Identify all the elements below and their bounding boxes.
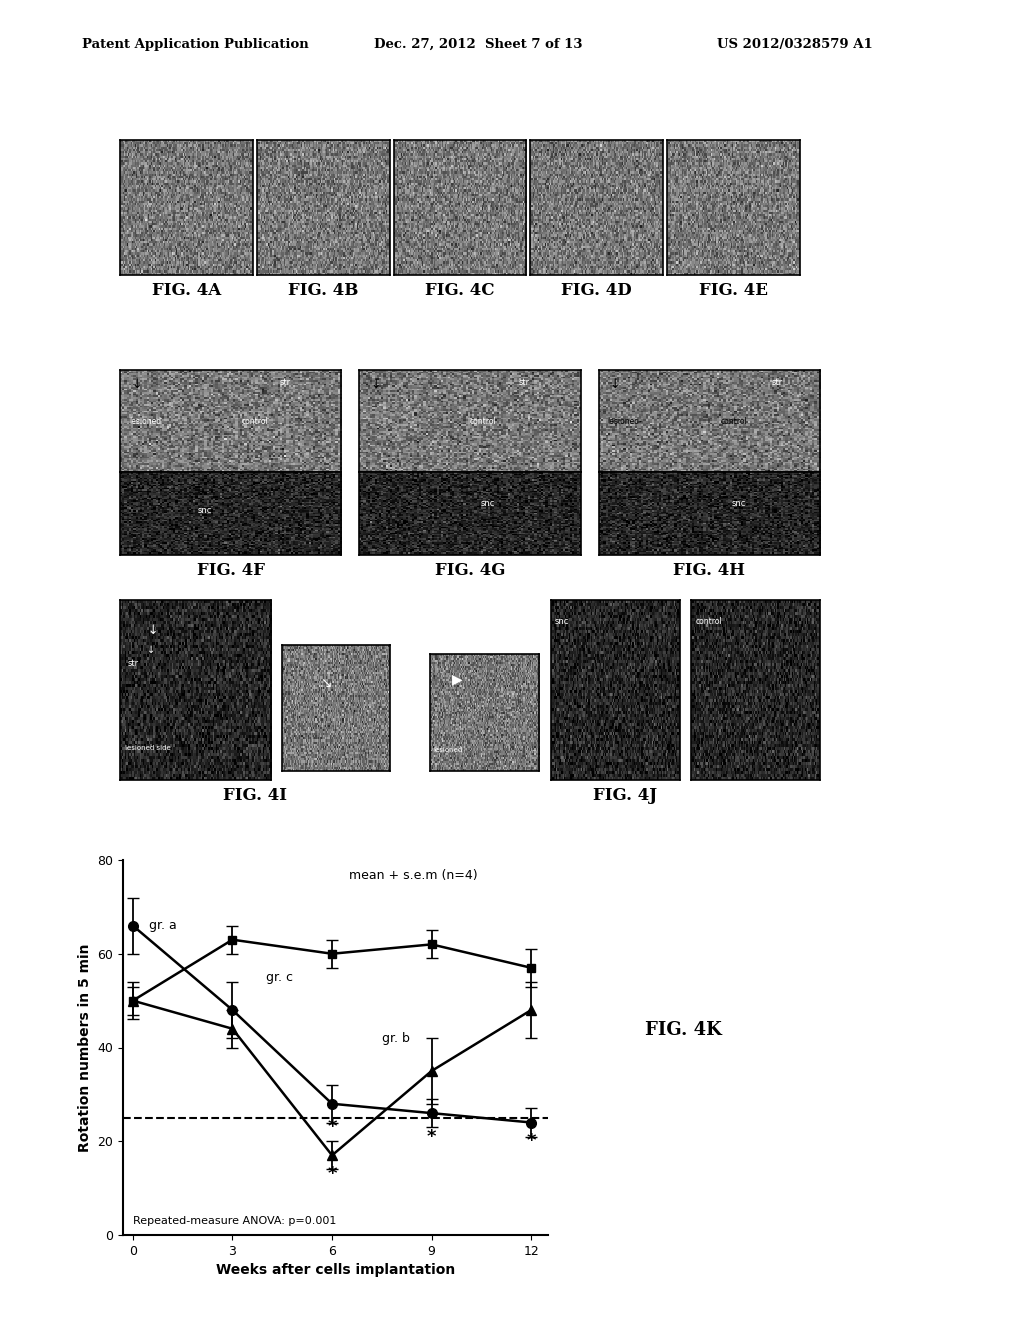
Text: ▶: ▶ <box>452 672 463 686</box>
Text: mean + s.e.m (n=4): mean + s.e.m (n=4) <box>348 870 477 882</box>
Text: control: control <box>721 417 748 426</box>
Text: FIG. 4F: FIG. 4F <box>197 561 264 578</box>
X-axis label: Weeks after cells implantation: Weeks after cells implantation <box>216 1263 455 1278</box>
Text: ↓: ↓ <box>147 645 156 655</box>
Text: control: control <box>695 616 722 626</box>
Text: FIG. 4K: FIG. 4K <box>645 1020 722 1039</box>
Text: *: * <box>526 1133 536 1150</box>
Text: gr. a: gr. a <box>150 919 177 932</box>
Text: snc: snc <box>481 499 496 508</box>
Text: FIG. 4G: FIG. 4G <box>435 561 505 578</box>
Text: FIG. 4C: FIG. 4C <box>425 281 495 298</box>
Text: str: str <box>519 379 529 388</box>
Text: control: control <box>242 417 268 426</box>
Text: lesioned: lesioned <box>433 747 463 752</box>
Text: lesioned: lesioned <box>129 417 161 426</box>
Text: str: str <box>280 379 291 388</box>
Text: US 2012/0328579 A1: US 2012/0328579 A1 <box>717 38 872 51</box>
Y-axis label: Rotation numbers in 5 min: Rotation numbers in 5 min <box>78 944 91 1152</box>
Text: FIG. 4D: FIG. 4D <box>561 281 632 298</box>
Text: snc: snc <box>198 507 212 515</box>
Text: gr. c: gr. c <box>265 970 293 983</box>
Text: Patent Application Publication: Patent Application Publication <box>82 38 308 51</box>
Text: FIG. 4I: FIG. 4I <box>223 787 287 804</box>
Text: snc: snc <box>731 499 745 508</box>
Text: *: * <box>328 1166 337 1183</box>
Text: snc: snc <box>555 616 569 626</box>
Text: FIG. 4J: FIG. 4J <box>593 787 657 804</box>
Text: FIG. 4A: FIG. 4A <box>152 281 221 298</box>
Text: gr. b: gr. b <box>382 1032 410 1044</box>
Text: str: str <box>128 659 138 668</box>
Text: lesioned-: lesioned- <box>607 417 642 426</box>
Text: ↘: ↘ <box>319 676 332 690</box>
Text: Repeated-measure ANOVA: p=0.001: Repeated-measure ANOVA: p=0.001 <box>133 1216 336 1226</box>
Text: Dec. 27, 2012  Sheet 7 of 13: Dec. 27, 2012 Sheet 7 of 13 <box>374 38 583 51</box>
Text: FIG. 4E: FIG. 4E <box>699 281 768 298</box>
Text: FIG. 4B: FIG. 4B <box>288 281 358 298</box>
Text: ↓: ↓ <box>147 624 158 638</box>
Text: ↓: ↓ <box>371 379 381 392</box>
Text: control: control <box>470 417 497 426</box>
Text: *: * <box>427 1127 436 1146</box>
Text: ↓: ↓ <box>131 379 141 392</box>
Text: lesioned side: lesioned side <box>125 744 170 751</box>
Text: FIG. 4H: FIG. 4H <box>674 561 745 578</box>
Text: ↓: ↓ <box>609 379 621 392</box>
Text: str: str <box>771 379 782 388</box>
Text: *: * <box>328 1118 337 1137</box>
